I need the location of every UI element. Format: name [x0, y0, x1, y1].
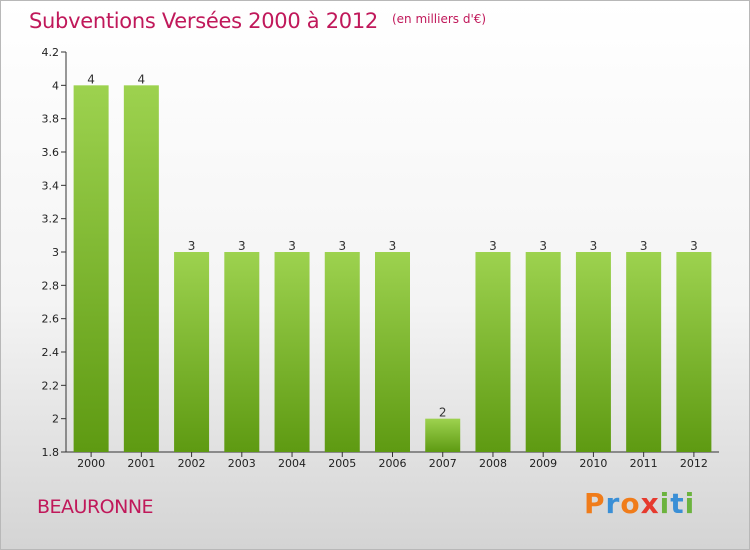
y-tick-label: 3.2 — [42, 213, 60, 226]
x-tick-label: 2006 — [379, 457, 407, 470]
commune-name: BEAURONNE — [37, 496, 154, 518]
x-tick-label: 2003 — [228, 457, 256, 470]
bar — [73, 85, 109, 452]
y-tick-label: 2 — [52, 413, 59, 426]
bar — [174, 252, 210, 452]
bar-value-label: 4 — [87, 72, 95, 86]
bar — [525, 252, 561, 452]
y-tick-label: 4 — [52, 79, 59, 92]
x-axis: 2000 2001 2002 2003 2004 2005 2006 2007 2008 2009… — [66, 451, 719, 470]
y-tick-label: 3.6 — [42, 146, 60, 159]
y-tick-label: 3.8 — [42, 113, 60, 126]
x-tick-label: 2001 — [127, 457, 155, 470]
x-tick-label: 2010 — [579, 457, 607, 470]
bar — [475, 252, 511, 452]
x-tick-label: 2011 — [630, 457, 658, 470]
bar — [324, 252, 360, 452]
x-tick-label: 2005 — [328, 457, 356, 470]
proxiti-logo: Proxiti — [584, 487, 696, 520]
x-tick-label: 2000 — [77, 457, 105, 470]
x-tick-label: 2002 — [178, 457, 206, 470]
x-tick-label: 2012 — [680, 457, 708, 470]
bar-value-label: 3 — [338, 239, 346, 253]
y-tick-label: 1.8 — [42, 446, 60, 459]
chart-subtitle: (en milliers d'€) — [391, 12, 487, 26]
x-tick-label: 2009 — [529, 457, 557, 470]
title-row: Subventions Versées 2000 à 2012 (en milli… — [29, 9, 486, 33]
y-tick-label: 2.6 — [42, 313, 60, 326]
bar-value-label: 3 — [389, 239, 397, 253]
bar-value-label: 2 — [439, 406, 447, 420]
y-tick-label: 3.4 — [42, 179, 60, 192]
bars: 4 4 3 3 3 3 3 2 3 3 3 3 3 — [73, 72, 712, 452]
bar-value-label: 3 — [188, 239, 196, 253]
bar-value-label: 3 — [590, 239, 598, 253]
bar — [425, 418, 461, 452]
bar — [575, 252, 611, 452]
y-tick-label: 2.4 — [42, 346, 60, 359]
bar-value-label: 3 — [539, 239, 547, 253]
x-tick-label: 2008 — [479, 457, 507, 470]
x-tick-label: 2004 — [278, 457, 306, 470]
chart-title: Subventions Versées 2000 à 2012 — [29, 9, 378, 33]
y-tick-label: 2.8 — [42, 279, 60, 292]
bar — [123, 85, 159, 452]
bar-value-label: 3 — [640, 239, 648, 253]
bar-value-label: 3 — [690, 239, 698, 253]
bar — [626, 252, 662, 452]
bar-value-label: 3 — [489, 239, 497, 253]
bar — [224, 252, 260, 452]
y-tick-label: 2.2 — [42, 379, 60, 392]
bar — [274, 252, 310, 452]
bar-value-label: 3 — [238, 239, 246, 253]
bar — [676, 252, 712, 452]
bar-value-label: 3 — [288, 239, 296, 253]
y-tick-label: 3 — [52, 246, 59, 259]
y-axis: 1.8 2 2.2 2.4 2.6 2.8 3 3.2 3.4 3.6 3.8 4 4.2 — [42, 46, 67, 459]
bar-value-label: 4 — [138, 72, 146, 86]
x-tick-label: 2007 — [429, 457, 457, 470]
bar — [375, 252, 410, 452]
y-tick-label: 4.2 — [42, 46, 60, 59]
